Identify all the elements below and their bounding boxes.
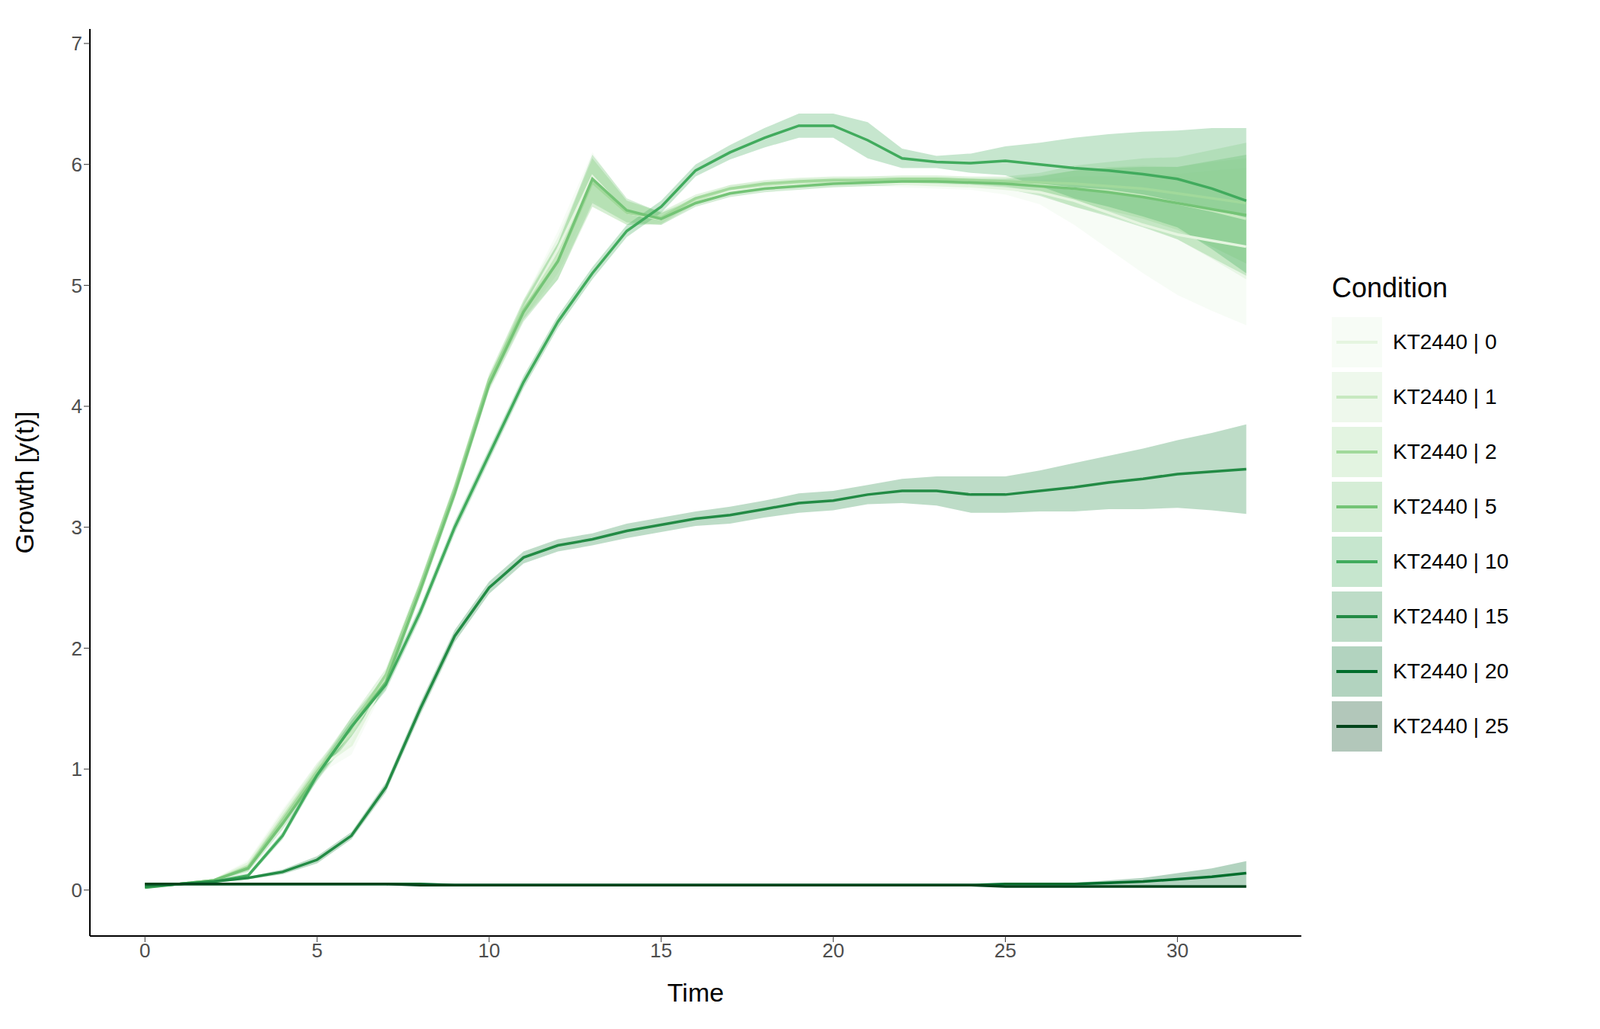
svg-text:30: 30	[1166, 938, 1189, 962]
svg-text:Time: Time	[667, 977, 724, 1007]
svg-text:25: 25	[994, 938, 1017, 962]
html-text:KT2440 | 25: KT2440 | 25	[1392, 713, 1509, 738]
svg-text:6: 6	[71, 153, 83, 176]
svg-text:4: 4	[71, 394, 83, 418]
html-text:KT2440 | 1: KT2440 | 1	[1392, 384, 1497, 409]
html-text:KT2440 | 10: KT2440 | 10	[1392, 549, 1509, 573]
svg-text:3: 3	[71, 515, 83, 539]
svg-text:10: 10	[478, 938, 501, 962]
html-text:KT2440 | 20: KT2440 | 20	[1392, 659, 1509, 683]
html-text:KT2440 | 2: KT2440 | 2	[1392, 439, 1497, 464]
svg-text:15: 15	[649, 938, 672, 962]
svg-text:2: 2	[71, 636, 83, 660]
svg-text:20: 20	[822, 938, 845, 962]
svg-text:5: 5	[71, 274, 83, 298]
svg-text:0: 0	[71, 878, 83, 902]
svg-text:1: 1	[71, 757, 83, 781]
svg-text:7: 7	[71, 32, 83, 55]
html-text:KT2440 | 0: KT2440 | 0	[1392, 329, 1497, 354]
html-text:KT2440 | 15: KT2440 | 15	[1392, 604, 1509, 628]
svg-text:Growth [y(t)]: Growth [y(t)]	[9, 410, 39, 554]
html-text:KT2440 | 5: KT2440 | 5	[1392, 494, 1497, 519]
svg-text:5: 5	[311, 938, 323, 962]
html-text:Condition: Condition	[1331, 272, 1448, 304]
svg-text:0: 0	[139, 938, 151, 962]
